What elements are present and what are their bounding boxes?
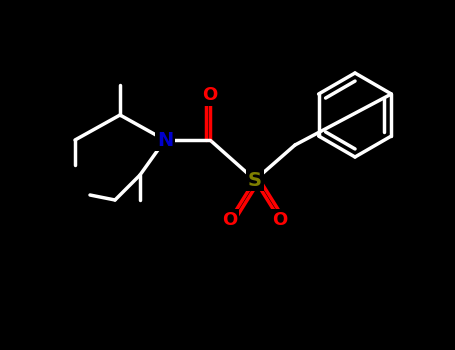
Text: S: S <box>248 170 262 189</box>
Text: O: O <box>222 211 238 229</box>
Text: O: O <box>273 211 288 229</box>
Text: O: O <box>202 86 217 104</box>
Text: N: N <box>157 131 173 149</box>
